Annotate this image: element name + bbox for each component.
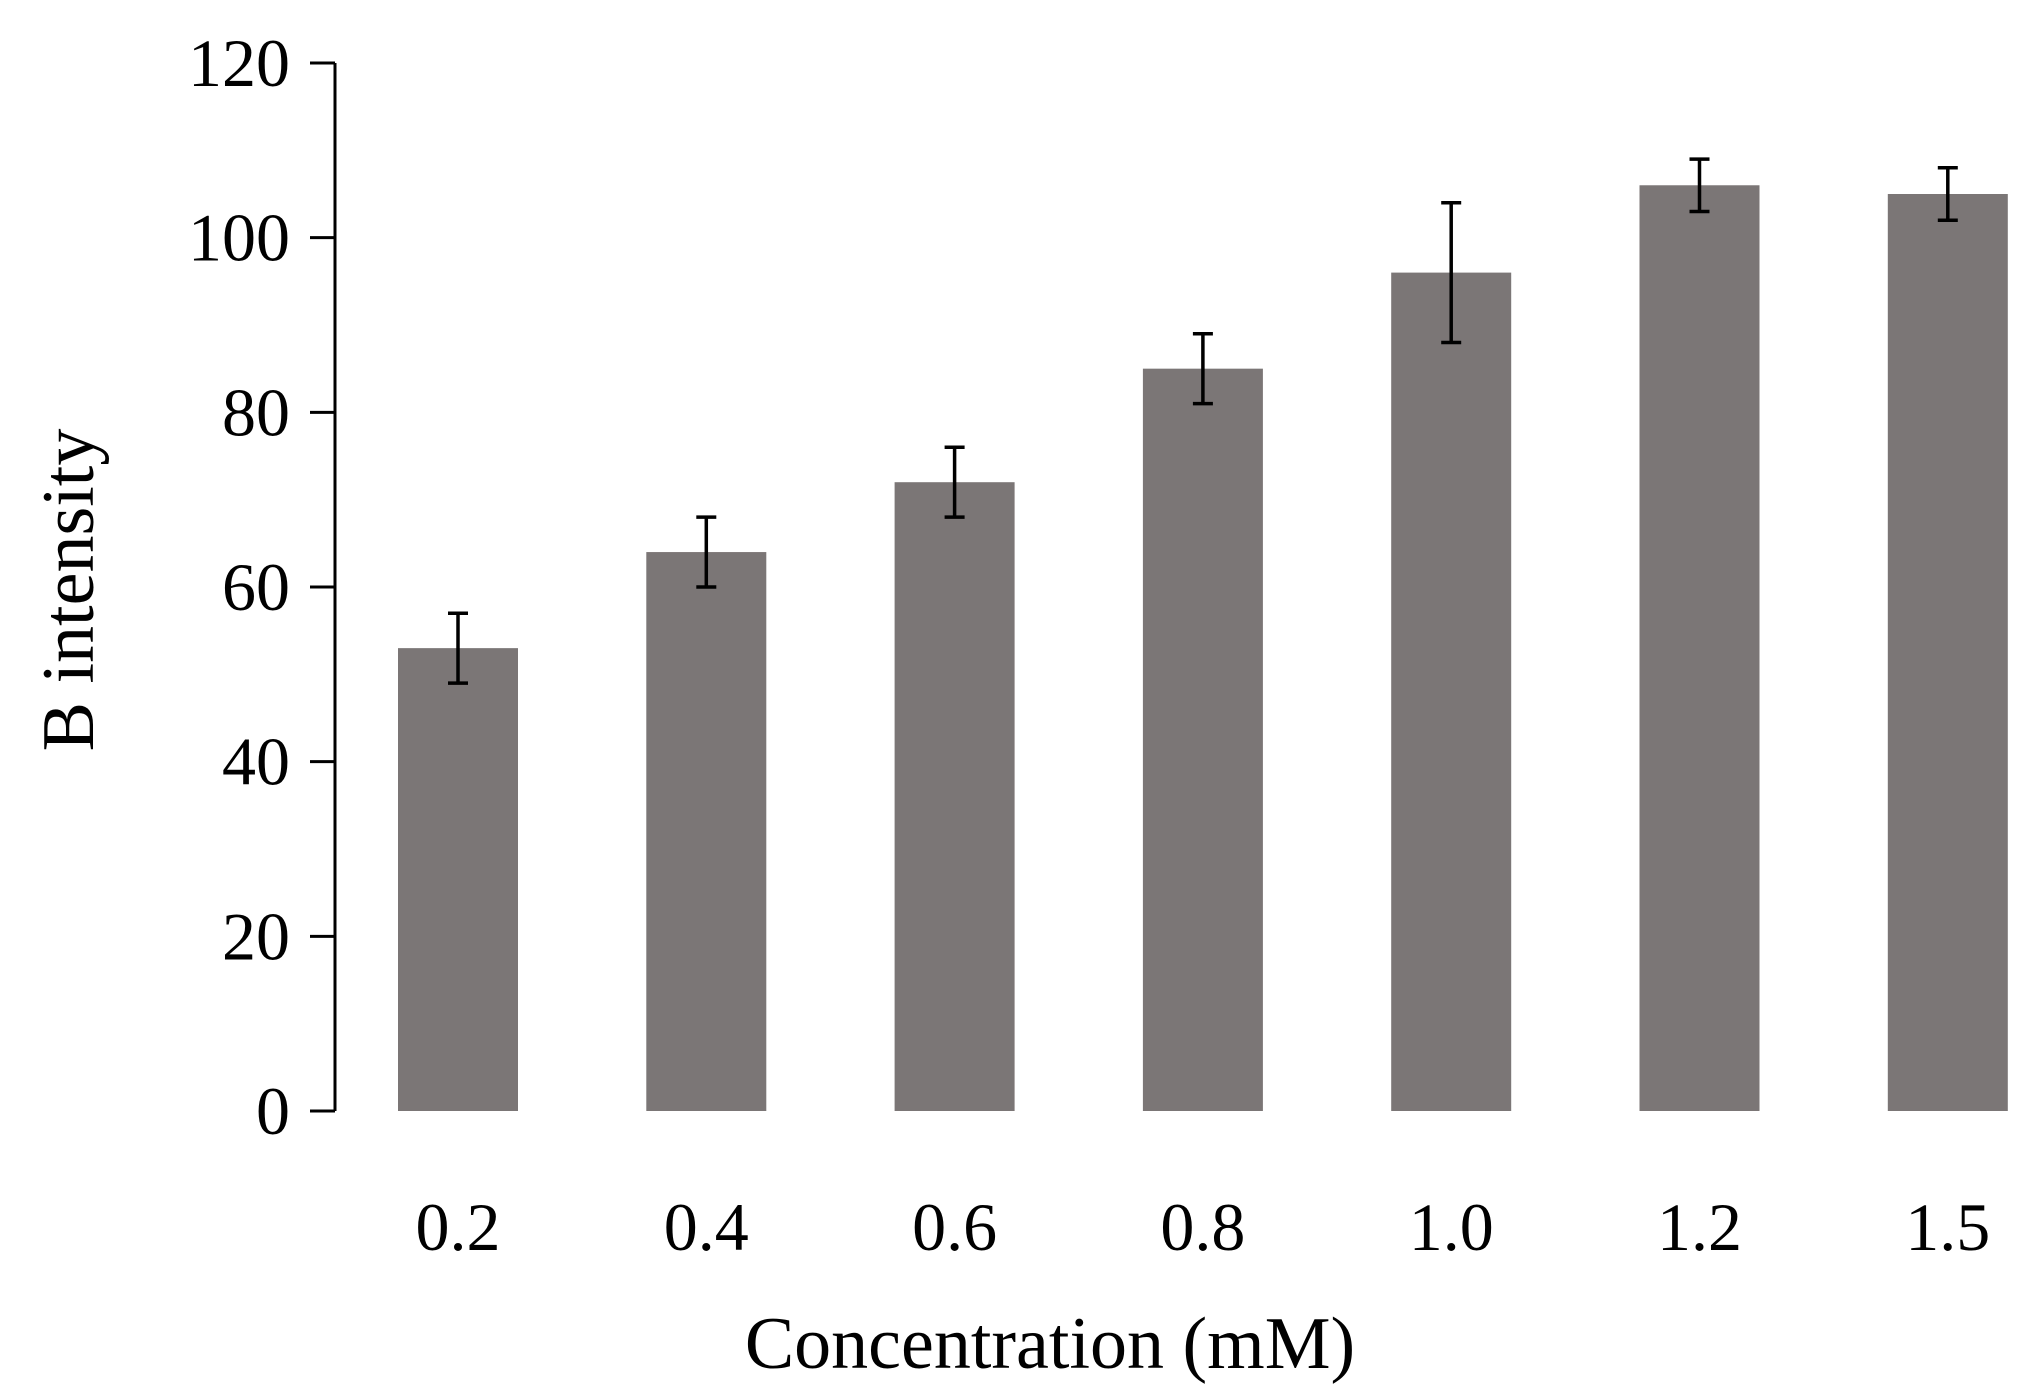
- error-bar: [1192, 331, 1213, 406]
- y-tick-label: 120: [188, 25, 290, 101]
- x-tick-label: 0.8: [1160, 1189, 1245, 1265]
- y-tick-label: 40: [222, 724, 290, 800]
- error-bar: [1441, 200, 1462, 345]
- y-tick-label: 20: [222, 898, 290, 974]
- y-tick-label: 0: [256, 1073, 290, 1149]
- bar: [894, 482, 1015, 1111]
- error-bars: [448, 157, 1958, 685]
- error-bar: [1937, 166, 1958, 222]
- y-tick-label: 80: [222, 374, 290, 450]
- x-tick-label: 1.2: [1657, 1189, 1742, 1265]
- x-tick-label: 1.0: [1409, 1189, 1494, 1265]
- y-axis-ticks: 0 20 40 60 80 100 120: [188, 25, 335, 1149]
- x-tick-label: 0.2: [416, 1189, 501, 1265]
- y-axis-title: B intensity: [28, 429, 110, 752]
- bar: [398, 648, 518, 1111]
- bars: [398, 185, 2008, 1112]
- bar: [1142, 368, 1263, 1112]
- y-tick-label: 60: [222, 549, 290, 625]
- bar: [1391, 272, 1512, 1112]
- x-tick-label: 0.4: [664, 1189, 749, 1265]
- x-axis-title: Concentration (mM): [745, 1303, 1355, 1385]
- bar: [1639, 185, 1760, 1111]
- error-bar: [696, 515, 717, 589]
- error-bar: [1689, 157, 1710, 214]
- bar: [646, 552, 767, 1111]
- error-bar: [944, 445, 965, 519]
- x-axis-tick-labels: 0.2 0.4 0.6 0.8 1.0 1.2 1.5: [416, 1189, 1991, 1265]
- error-bar: [448, 611, 468, 685]
- x-tick-label: 0.6: [912, 1189, 997, 1265]
- bar: [1887, 194, 2008, 1111]
- y-tick-label: 100: [188, 200, 290, 276]
- x-tick-label: 1.5: [1905, 1189, 1990, 1265]
